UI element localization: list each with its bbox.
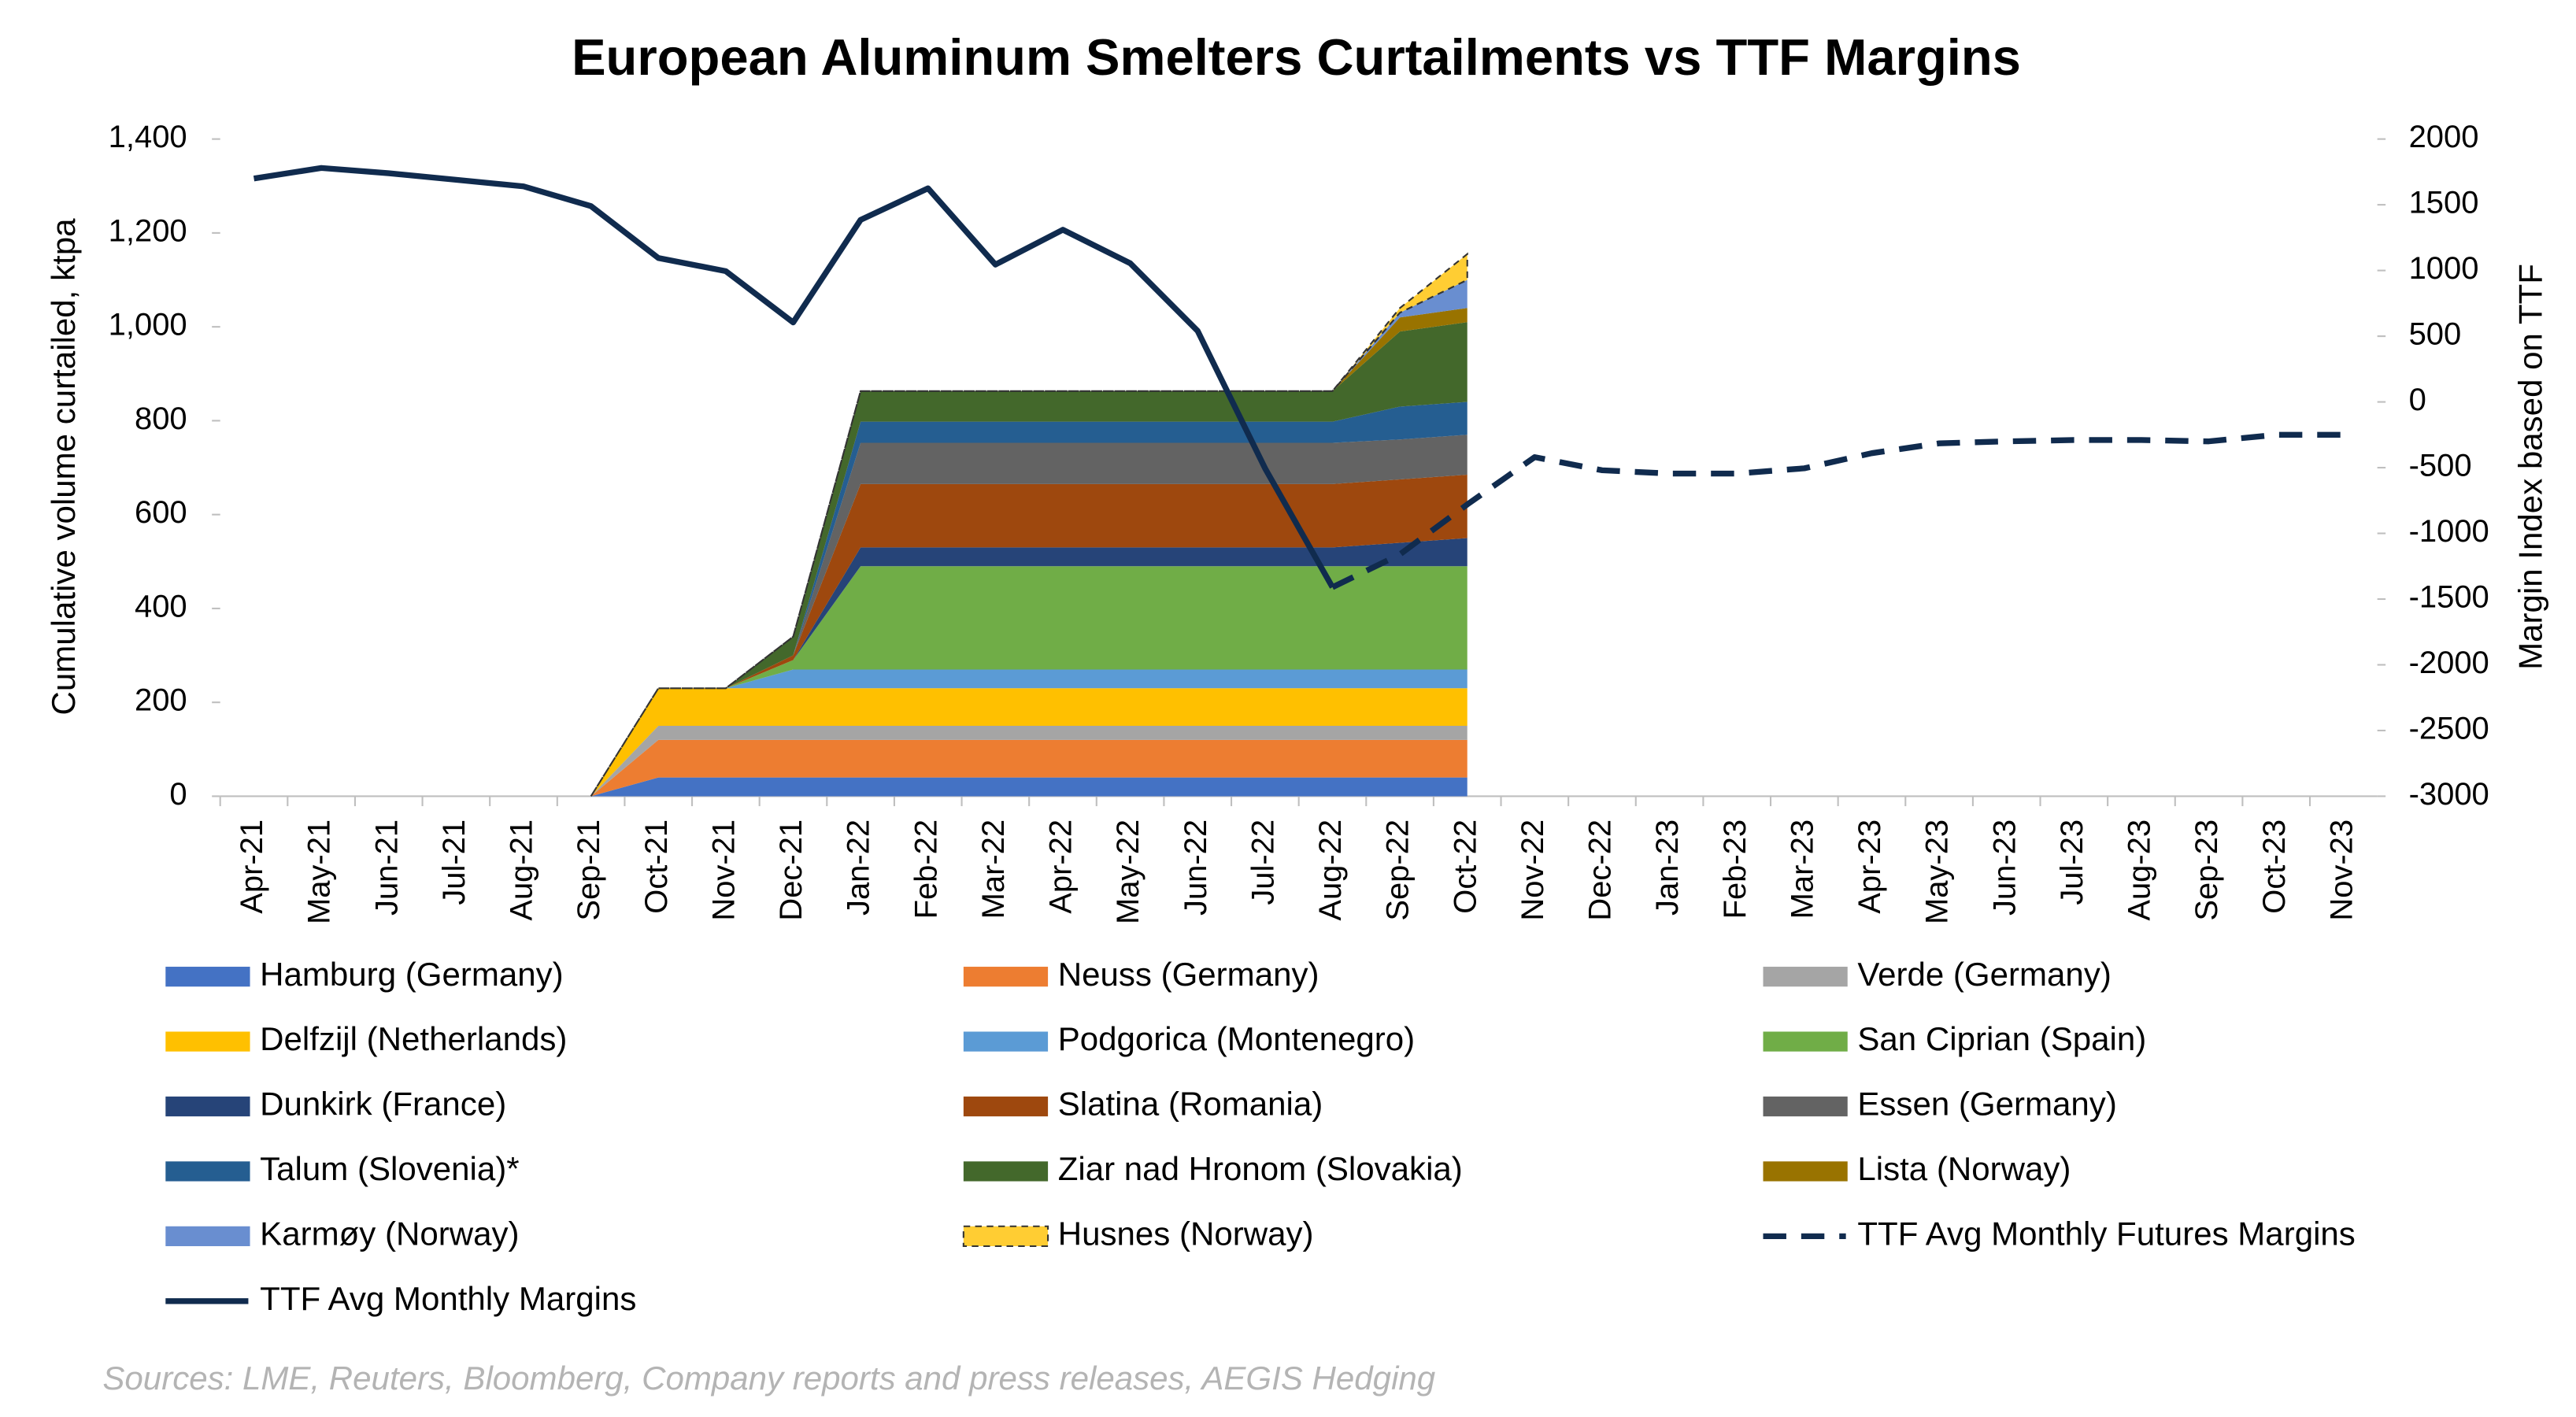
x-tick-label: Dec-22 bbox=[1583, 819, 1618, 921]
area bbox=[590, 252, 1468, 797]
legend-label: Essen (Germany) bbox=[1857, 1086, 2116, 1123]
y-tick-label: 1,200 bbox=[109, 213, 187, 248]
area bbox=[590, 777, 1468, 797]
source-note: Sources: LME, Reuters, Bloomberg, Compan… bbox=[102, 1360, 1435, 1397]
x-tick-label: Oct-22 bbox=[1448, 819, 1482, 914]
y2-tick-label: 1500 bbox=[2409, 186, 2479, 220]
legend-swatch bbox=[1763, 1161, 1848, 1182]
x-tick-label: Jun-23 bbox=[1987, 819, 2022, 916]
legend-label: Delfzijl (Netherlands) bbox=[260, 1020, 567, 1057]
legend-label: Ziar nad Hronom (Slovakia) bbox=[1058, 1150, 1463, 1187]
area bbox=[590, 739, 1468, 797]
area bbox=[590, 322, 1468, 797]
x-tick-label: Mar-23 bbox=[1785, 819, 1819, 919]
x-tick-label: Jul-23 bbox=[2055, 819, 2089, 905]
x-tick-label: Nov-23 bbox=[2324, 819, 2359, 921]
x-tick-label: Oct-23 bbox=[2257, 819, 2292, 914]
legend-swatch bbox=[1763, 967, 1848, 987]
x-tick-label: Nov-21 bbox=[706, 819, 741, 921]
legend-swatch bbox=[165, 1096, 250, 1117]
x-tick-label: Jun-21 bbox=[369, 819, 404, 916]
legend-swatch bbox=[963, 967, 1049, 987]
y-tick-label: 1,400 bbox=[109, 120, 187, 154]
x-tick-label: Nov-22 bbox=[1516, 819, 1550, 921]
x-tick-label: Apr-23 bbox=[1852, 819, 1887, 914]
legend-swatch bbox=[1763, 1096, 1848, 1117]
y2-tick-label: 1000 bbox=[2409, 251, 2479, 286]
x-tick-label: May-22 bbox=[1111, 819, 1146, 924]
legend-label: Lista (Norway) bbox=[1857, 1150, 2071, 1187]
y-tick-label: 400 bbox=[135, 589, 187, 623]
line bbox=[253, 165, 1335, 589]
legend-swatch bbox=[963, 1161, 1049, 1182]
x-tick-label: Apr-22 bbox=[1044, 819, 1079, 914]
area bbox=[590, 688, 1468, 797]
x-tick-label: Aug-23 bbox=[2123, 819, 2157, 921]
y2-tick-label: -3000 bbox=[2409, 777, 2489, 812]
y-axis-label: Cumulative volume curtailed, ktpa bbox=[45, 218, 82, 716]
legend-swatch bbox=[963, 1096, 1049, 1117]
legend-label: Karmøy (Norway) bbox=[260, 1215, 519, 1252]
legend-label: Verde (Germany) bbox=[1857, 956, 2111, 993]
y-tick-label: 600 bbox=[135, 495, 187, 530]
legend-label: Hamburg (Germany) bbox=[260, 956, 564, 993]
y2-tick-label: -1000 bbox=[2409, 514, 2489, 549]
x-tick-label: Mar-22 bbox=[976, 819, 1011, 919]
x-tick-label: May-23 bbox=[1920, 819, 1955, 924]
legend-label: Slatina (Romania) bbox=[1058, 1086, 1323, 1123]
legend-swatch bbox=[165, 1031, 250, 1052]
y2-tick-label: -2000 bbox=[2409, 646, 2489, 680]
legend-swatch bbox=[165, 1226, 250, 1246]
x-tick-label: Oct-21 bbox=[639, 819, 674, 914]
area bbox=[590, 435, 1468, 797]
line bbox=[1331, 431, 2344, 590]
y2-tick-label: -500 bbox=[2409, 449, 2472, 483]
x-tick-label: Sep-23 bbox=[2189, 819, 2224, 921]
legend-swatch bbox=[962, 1225, 1049, 1248]
x-tick-label: Jul-22 bbox=[1245, 819, 1280, 905]
area bbox=[590, 474, 1468, 797]
x-tick-label: Apr-21 bbox=[235, 819, 269, 914]
x-tick-label: Jan-22 bbox=[842, 819, 876, 916]
y2-tick-label: -1500 bbox=[2409, 580, 2489, 615]
y-tick-label: 800 bbox=[135, 401, 187, 436]
y2-tick-label: 2000 bbox=[2409, 120, 2479, 154]
legend-swatch bbox=[963, 1031, 1049, 1052]
area bbox=[590, 566, 1468, 797]
x-tick-label: May-21 bbox=[302, 819, 337, 924]
x-tick-label: Aug-21 bbox=[505, 819, 539, 921]
x-tick-label: Aug-22 bbox=[1313, 819, 1348, 921]
area bbox=[590, 726, 1468, 797]
legend-swatch bbox=[165, 967, 250, 987]
x-tick-label: Jul-21 bbox=[437, 819, 472, 905]
x-tick-label: Dec-21 bbox=[774, 819, 809, 921]
legend-label: TTF Avg Monthly Futures Margins bbox=[1857, 1215, 2355, 1252]
legend-label: TTF Avg Monthly Margins bbox=[260, 1280, 636, 1317]
y2-tick-label: -2500 bbox=[2409, 712, 2489, 746]
y2-tick-label: 500 bbox=[2409, 317, 2462, 352]
area bbox=[590, 669, 1468, 797]
legend-swatch bbox=[1763, 1031, 1848, 1052]
legend-label: San Ciprian (Spain) bbox=[1857, 1020, 2146, 1057]
y-tick-label: 0 bbox=[169, 777, 187, 812]
y2-axis-label: Margin Index based on TTF bbox=[2511, 264, 2548, 670]
x-tick-label: Jun-22 bbox=[1179, 819, 1213, 916]
legend-label: Podgorica (Montenegro) bbox=[1058, 1020, 1415, 1057]
legend-label: Husnes (Norway) bbox=[1058, 1215, 1314, 1252]
legend-label: Talum (Slovenia)* bbox=[260, 1150, 520, 1187]
y-tick-label: 1,000 bbox=[109, 308, 187, 342]
legend-swatch bbox=[165, 1161, 250, 1182]
x-tick-label: Sep-21 bbox=[572, 819, 606, 921]
y2-tick-label: 0 bbox=[2409, 383, 2426, 417]
chart-title: European Aluminum Smelters Curtailments … bbox=[572, 28, 2021, 86]
x-tick-label: Jan-23 bbox=[1650, 819, 1685, 916]
x-tick-label: Feb-23 bbox=[1718, 819, 1752, 919]
legend-label: Neuss (Germany) bbox=[1058, 956, 1319, 993]
y-tick-label: 200 bbox=[135, 683, 187, 718]
x-tick-label: Feb-22 bbox=[909, 819, 943, 919]
legend-label: Dunkirk (France) bbox=[260, 1086, 506, 1123]
x-tick-label: Sep-22 bbox=[1381, 819, 1416, 921]
